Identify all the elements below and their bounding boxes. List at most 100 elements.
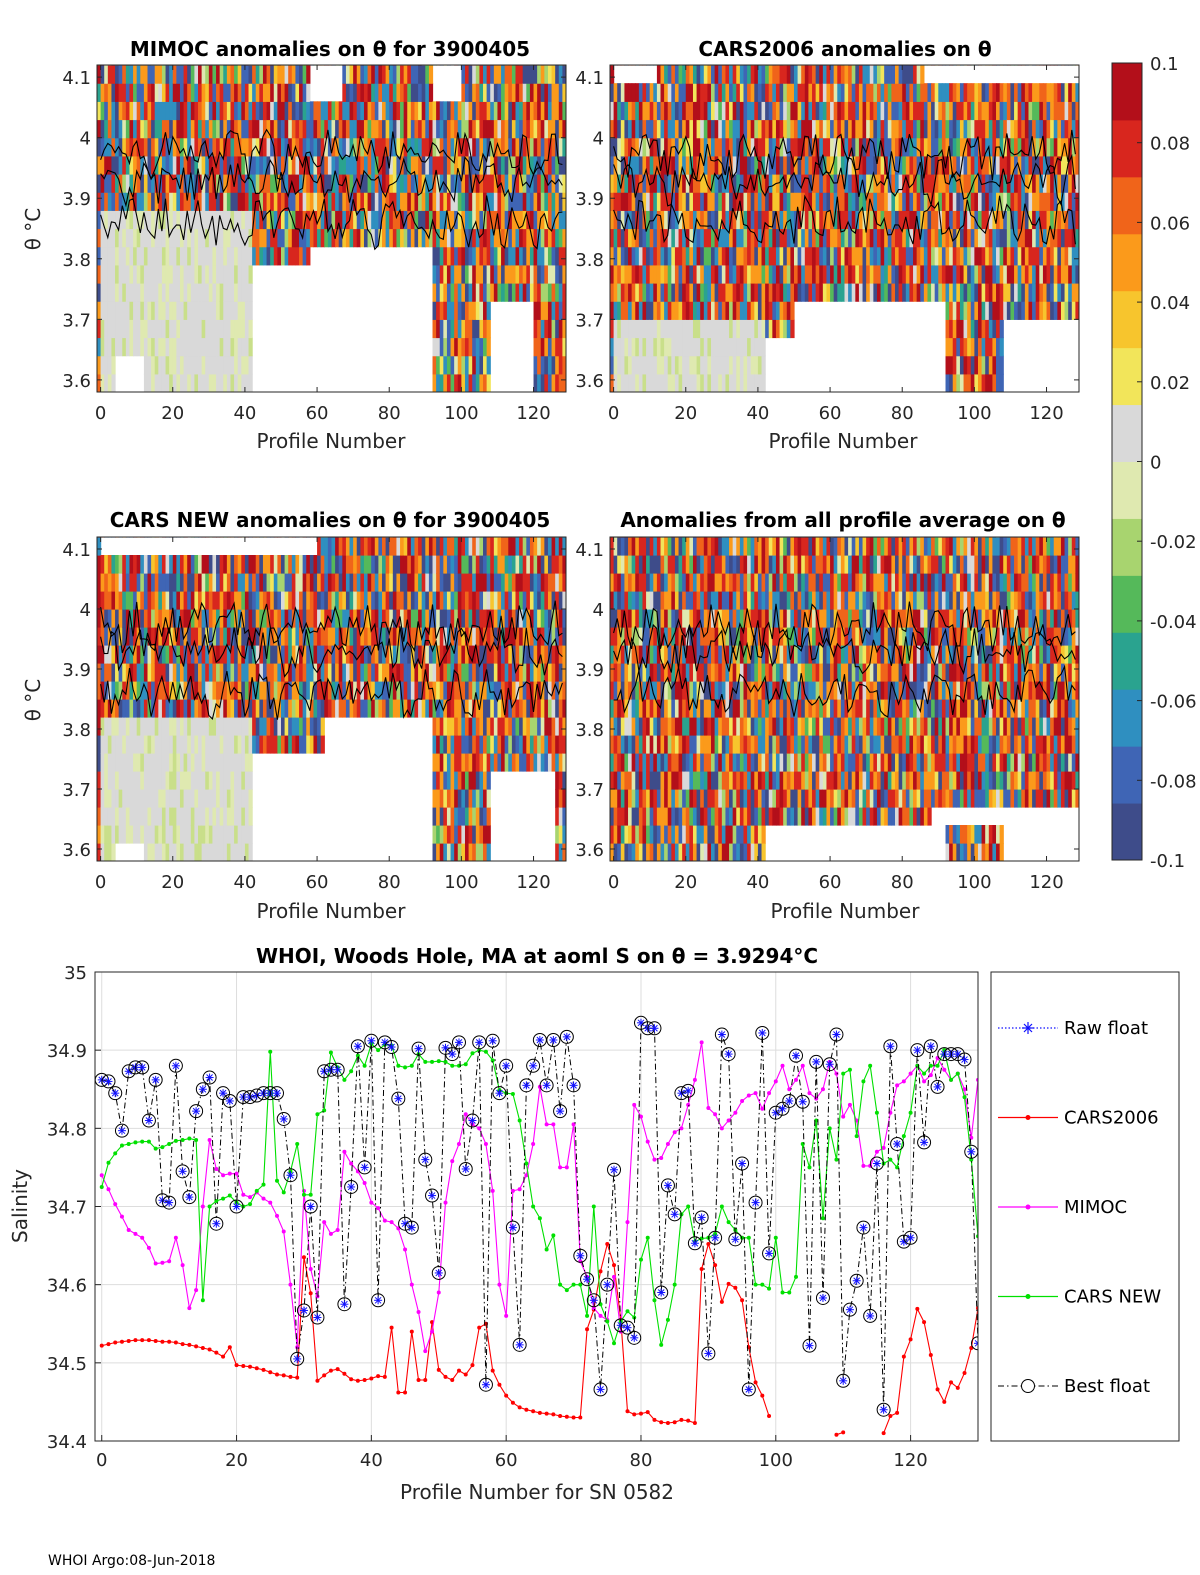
heatmap-cell <box>931 101 936 121</box>
heatmap-cell <box>223 155 228 175</box>
heatmap-cell <box>248 246 253 266</box>
heatmap-cell <box>230 753 235 772</box>
heatmap-cell <box>464 337 470 357</box>
heatmap-cell <box>241 663 246 682</box>
heatmap-cell <box>985 228 990 248</box>
heatmap-cell <box>129 573 134 592</box>
heatmap-cell <box>219 771 224 790</box>
heatmap-cell <box>631 83 636 102</box>
heatmap-cell <box>342 101 347 121</box>
heatmap-cell <box>374 210 379 230</box>
heatmap-cell <box>143 717 149 736</box>
heatmap-cell <box>270 119 275 139</box>
heatmap-cell <box>226 843 232 861</box>
heatmap-cell <box>151 319 156 339</box>
heatmap-cell <box>129 627 134 646</box>
heatmap-cell <box>613 264 618 284</box>
heatmap-cell <box>508 246 513 266</box>
heatmap-cell <box>443 373 448 392</box>
heatmap-cell <box>696 319 701 339</box>
heatmap-cell <box>216 789 221 808</box>
heatmap-cell <box>450 373 455 392</box>
heatmap-cell <box>941 155 947 175</box>
heatmap-cell <box>111 627 116 646</box>
heatmap-cell <box>133 155 138 175</box>
heatmap-cell <box>714 319 719 339</box>
heatmap-cell <box>653 301 658 320</box>
heatmap-cell <box>439 210 444 230</box>
heatmap-cell <box>161 663 167 682</box>
heatmap-cell <box>801 119 806 139</box>
heatmap-cell <box>985 337 990 357</box>
heatmap-cell <box>115 627 120 646</box>
heatmap-cell <box>219 283 224 302</box>
heatmap-cell <box>909 210 914 230</box>
heatmap-cell <box>244 283 250 302</box>
heatmap-cell <box>555 119 560 139</box>
heatmap-cell <box>414 65 419 84</box>
heatmap-cell <box>916 65 921 84</box>
heatmap-cell <box>483 283 488 302</box>
heatmap-cell <box>356 101 361 121</box>
heatmap-cell <box>678 210 683 230</box>
heatmap-cell <box>613 246 618 266</box>
heatmap-cell <box>1032 192 1037 211</box>
heatmap-cell <box>118 789 123 808</box>
heatmap-cell <box>205 228 210 248</box>
heatmap-cell <box>201 735 206 754</box>
heatmap-cell <box>1042 264 1048 284</box>
heatmap-cell <box>205 717 210 736</box>
heatmap-cell <box>985 264 990 284</box>
heatmap-cell <box>468 355 473 375</box>
heatmap-cell <box>959 373 965 392</box>
heatmap-cell <box>754 301 759 320</box>
heatmap-cell <box>793 192 799 211</box>
heatmap-cell <box>158 663 163 682</box>
heatmap-cell <box>736 337 741 357</box>
heatmap-cell <box>169 373 174 392</box>
heatmap-cell <box>493 283 499 302</box>
heatmap-cell <box>299 65 304 84</box>
heatmap-cell <box>1039 264 1044 284</box>
heatmap-cell <box>812 264 817 284</box>
heatmap-cell <box>234 663 239 682</box>
heatmap-cell <box>1032 301 1037 320</box>
heatmap-cell <box>252 192 257 211</box>
heatmap-cell <box>653 337 658 357</box>
heatmap-cell <box>610 264 615 284</box>
heatmap-cell <box>667 337 672 357</box>
heatmap-cell <box>779 228 784 248</box>
heatmap-cell <box>122 319 127 339</box>
heatmap-cell <box>237 337 242 357</box>
heatmap-cell <box>635 228 640 248</box>
heatmap-cell <box>1024 65 1030 66</box>
heatmap-cell <box>259 137 264 157</box>
heatmap-cell <box>280 228 286 248</box>
heatmap-cell <box>97 573 102 592</box>
heatmap-cell <box>736 83 741 102</box>
heatmap-cell <box>122 83 127 102</box>
heatmap-cell <box>729 83 734 102</box>
heatmap-cell <box>382 83 387 102</box>
heatmap-cell <box>558 192 563 211</box>
heatmap-cell <box>981 101 986 121</box>
heatmap-cell <box>732 83 737 102</box>
heatmap-cell <box>873 228 878 248</box>
heatmap-cell <box>660 65 665 84</box>
heatmap-cell <box>136 645 141 664</box>
heatmap-cell <box>667 65 672 84</box>
heatmap-cell <box>169 789 174 808</box>
heatmap-cell <box>169 663 174 682</box>
heatmap-cell <box>100 192 105 211</box>
heatmap-cell <box>147 843 152 861</box>
heatmap-cell <box>956 210 961 230</box>
heatmap-cell <box>161 753 167 772</box>
heatmap-cell <box>707 155 712 175</box>
heatmap-cell <box>537 246 542 266</box>
heatmap-cell <box>136 717 141 736</box>
heatmap-cell <box>949 137 954 157</box>
heatmap-cell <box>198 119 203 139</box>
heatmap-cell <box>176 699 181 718</box>
heatmap-cell <box>840 264 846 284</box>
heatmap-cell <box>1068 174 1073 193</box>
